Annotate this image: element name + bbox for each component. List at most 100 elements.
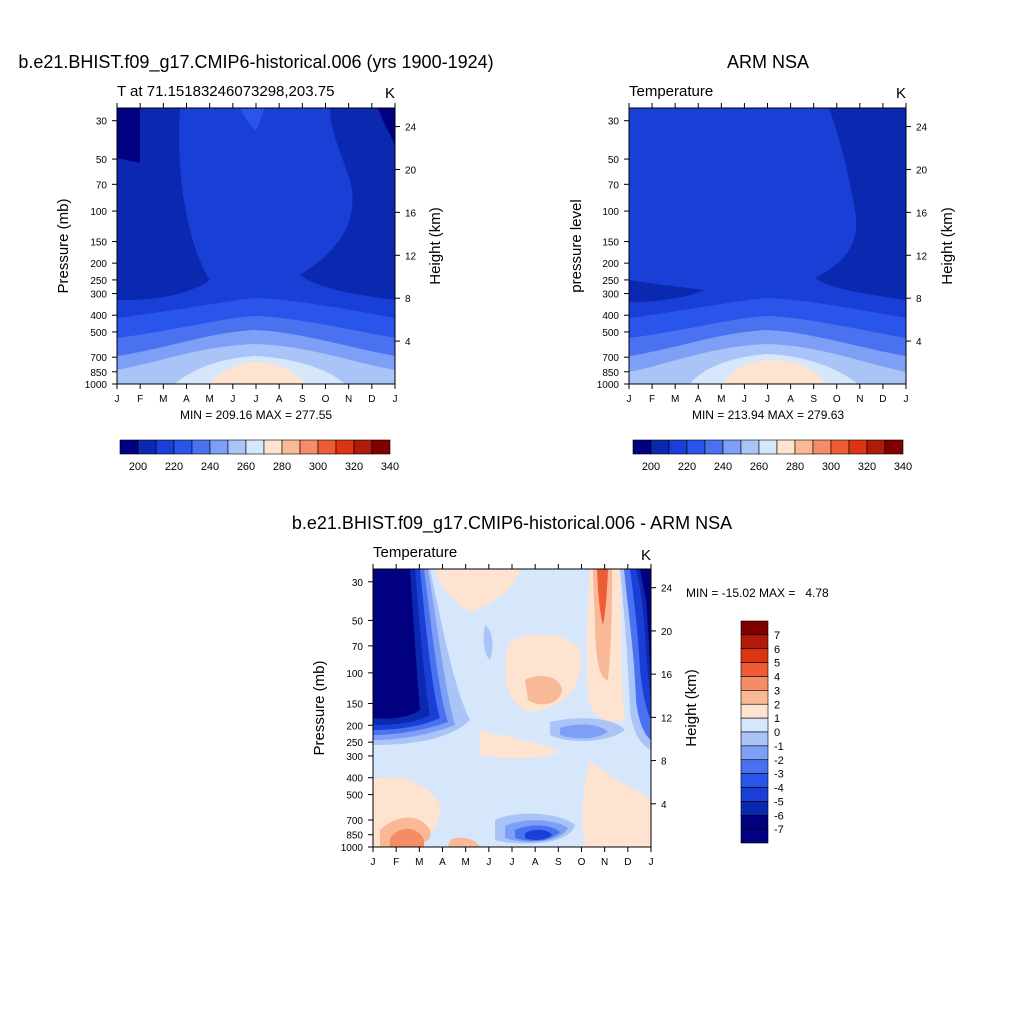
y-tick-label-right: 24 [405,123,417,134]
x-tick-label: N [345,394,352,405]
y-tick-label-right: 20 [916,165,928,176]
x-tick-label: J [371,857,376,868]
colorbar-swatch [119,439,139,455]
x-tick-label: J [742,394,747,405]
y-tick-label: 70 [352,642,364,653]
panel-obs-units: K [896,85,906,102]
x-tick-label: M [415,857,423,868]
y-tick-label: 250 [346,738,363,749]
panel-model-contours [117,108,395,384]
x-tick-label: M [671,394,679,405]
colorbar-swatch [740,703,769,719]
x-tick-label: S [810,394,817,405]
colorbar-label: -1 [774,741,784,753]
colorbar-swatch [812,439,832,455]
y-tick-label-right: 8 [405,294,411,305]
colorbar-swatch [740,759,769,774]
y-tick-label: 200 [602,259,619,270]
colorbar-swatch [740,690,769,705]
y-tick-label: 150 [90,238,107,249]
panel-model-footer: MIN = 209.16 MAX = 277.55 [180,408,332,422]
y-tick-label: 1000 [341,843,364,854]
colorbar-swatch [722,439,742,455]
y-tick-label: 300 [346,752,363,763]
panel-model-title: b.e21.BHIST.f09_g17.CMIP6-historical.006… [18,52,493,73]
colorbar-swatch [263,439,283,455]
panel-diff: b.e21.BHIST.f09_g17.CMIP6-historical.006… [292,513,829,868]
colorbar-label: 240 [714,461,732,473]
colorbar-swatch [209,439,229,455]
y-tick-label: 50 [608,155,620,166]
colorbar-label: 7 [774,630,780,642]
panel-model-subtitle: T at 71.15183246073298,203.75 [117,83,334,100]
panel-diff-ylabel: Pressure (mb) [311,660,328,755]
y-tick-label-right: 12 [405,251,417,262]
x-tick-label: J [510,857,515,868]
y-tick-label-right: 24 [916,123,928,134]
y-tick-label: 500 [602,328,619,339]
colorbar-label: -7 [774,824,784,836]
x-tick-label: N [856,394,863,405]
y-tick-label: 850 [90,368,107,379]
y-tick-label: 700 [346,816,363,827]
x-tick-label: A [787,394,794,405]
x-tick-label: A [695,394,702,405]
y-tick-label: 700 [602,353,619,364]
y-tick-label: 1000 [85,380,108,391]
x-tick-label: O [833,394,841,405]
y-tick-label-right: 16 [916,208,928,219]
colorbar-label: 300 [309,461,327,473]
colorbar-swatch [281,439,301,455]
colorbar-swatch [740,814,769,830]
colorbar-swatch [740,745,769,761]
y-tick-label: 250 [602,276,619,287]
colorbar-swatch [191,439,211,455]
x-tick-label: J [765,394,770,405]
colorbar-label: 200 [642,461,660,473]
x-tick-label: M [461,857,469,868]
panel-diff-title: b.e21.BHIST.f09_g17.CMIP6-historical.006… [292,513,732,534]
x-tick-label: M [159,394,167,405]
x-tick-label: A [183,394,190,405]
colorbar-label: 260 [750,461,768,473]
panel-model: b.e21.BHIST.f09_g17.CMIP6-historical.006… [18,52,493,473]
colorbar-swatch [830,439,850,455]
panel-obs-ylabel: pressure level [568,199,585,292]
colorbar-label: 200 [129,461,147,473]
colorbar-label: -3 [774,769,784,781]
panel-diff-ylabel-right: Height (km) [683,669,700,747]
colorbar-label: 280 [786,461,804,473]
colorbar-swatch [155,439,175,455]
panel-obs-colorbar: 200 220 240 260 280 300 320 340 [632,439,912,473]
colorbar-label: 6 [774,644,780,656]
x-tick-label: J [254,394,259,405]
colorbar-label: 300 [822,461,840,473]
y-tick-label: 50 [96,155,108,166]
colorbar-swatch [686,439,706,455]
x-tick-label: D [624,857,631,868]
y-tick-label: 100 [90,207,107,218]
y-tick-label: 700 [90,353,107,364]
y-tick-label: 250 [90,276,107,287]
colorbar-swatch [173,439,193,455]
x-tick-label: N [601,857,608,868]
y-tick-label: 150 [346,700,363,711]
y-tick-label-right: 8 [916,294,922,305]
colorbar-label: 4 [774,672,780,684]
colorbar-swatch [245,439,265,455]
colorbar-label: 260 [237,461,255,473]
y-tick-label-right: 8 [661,757,667,768]
x-tick-label: A [532,857,539,868]
y-tick-label-right: 12 [916,251,928,262]
y-tick-label: 300 [602,290,619,301]
y-tick-label-right: 20 [405,165,417,176]
colorbar-swatch [137,439,157,455]
colorbar-swatch [632,439,652,455]
y-tick-label: 850 [346,831,363,842]
colorbar-label: 0 [774,727,780,739]
x-tick-label: J [230,394,235,405]
y-tick-label: 500 [90,328,107,339]
colorbar-label: -6 [774,810,784,822]
x-tick-label: O [322,394,330,405]
colorbar-swatch [668,439,688,455]
